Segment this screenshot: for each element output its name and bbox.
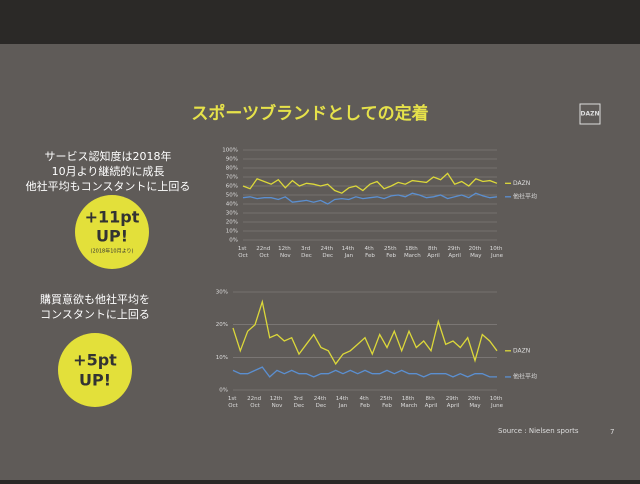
x-tick-label: 25th Feb <box>380 396 394 409</box>
x-tick-label: 1st Oct <box>238 246 249 259</box>
y-tick-label: 80% <box>226 166 238 172</box>
left-text: 他社平均もコンスタントに上回る <box>26 179 191 193</box>
badge <box>75 195 149 269</box>
series-line <box>242 172 498 194</box>
x-tick-label: 3rd Dec <box>301 246 312 259</box>
left-text: コンスタントに上回る <box>40 308 150 321</box>
left-text: 10月より継続的に成長 <box>52 164 165 178</box>
x-tick-label: 25th Feb <box>384 246 398 259</box>
left-text: サービス認知度は2018年 <box>45 149 172 163</box>
x-tick-label: 1st Oct <box>228 396 239 409</box>
logo-box <box>579 103 601 125</box>
x-tick-label: 12th Nov <box>278 246 292 259</box>
y-tick-label: 0% <box>229 238 238 244</box>
x-tick-label: 8th April <box>425 396 438 409</box>
slide-title: スポーツブランドとしての定着 <box>191 103 428 124</box>
x-tick-label: 18th March <box>401 396 418 409</box>
left-text: 購買意欲も他社平均を <box>40 292 150 306</box>
legend-label: DAZN <box>513 180 530 187</box>
y-tick-label: 20% <box>226 220 238 226</box>
badge-text: UP! <box>79 371 111 390</box>
legend-label: 他社平均 <box>513 192 537 200</box>
y-tick-label: 90% <box>226 157 238 163</box>
badge-text: +5pt <box>73 351 117 370</box>
x-tick-label: 8th April <box>427 246 440 259</box>
x-tick-label: 22nd Oct <box>256 246 272 259</box>
y-tick-label: 10% <box>226 229 238 235</box>
logo: DAZN <box>581 111 600 118</box>
y-tick-label: 0% <box>219 388 228 394</box>
x-tick-label: 14th Jan <box>336 396 350 409</box>
x-tick-label: 4th Feb <box>365 246 376 259</box>
x-tick-label: 12th Nov <box>270 396 284 409</box>
y-tick-label: 10% <box>216 355 228 361</box>
badge <box>58 333 132 407</box>
x-tick-label: 24th Dec <box>314 396 328 409</box>
y-tick-label: 30% <box>216 290 228 296</box>
x-tick-label: 14th Jan <box>342 246 356 259</box>
y-tick-label: 100% <box>222 148 238 154</box>
x-tick-label: 10th June <box>490 246 504 259</box>
series-line <box>232 299 498 366</box>
x-tick-label: 20th May <box>468 396 482 409</box>
badge-note: (2018年10月より) <box>91 248 134 255</box>
badge-text: +11pt <box>85 208 140 227</box>
y-tick-label: 30% <box>226 211 238 217</box>
x-tick-label: 4th Feb <box>360 396 371 409</box>
badge-text: UP! <box>96 227 128 246</box>
page-number: 7 <box>610 428 614 436</box>
x-tick-label: 22nd Oct <box>247 396 263 409</box>
x-tick-label: 24th Dec <box>320 246 334 259</box>
legend-label: DAZN <box>513 347 530 354</box>
y-tick-label: 40% <box>226 202 238 208</box>
x-tick-label: 29th April <box>446 396 460 409</box>
y-tick-label: 70% <box>226 175 238 181</box>
x-tick-label: 10th June <box>490 396 504 409</box>
x-tick-label: 29th April <box>447 246 461 259</box>
y-tick-label: 60% <box>226 184 238 190</box>
y-tick-label: 20% <box>216 322 228 328</box>
source: Source : Nielsen sports <box>498 427 579 435</box>
x-tick-label: 3rd Dec <box>294 396 305 409</box>
legend-label: 他社平均 <box>513 372 537 380</box>
x-tick-label: 20th May <box>469 246 483 259</box>
y-tick-label: 50% <box>226 193 238 199</box>
series-line <box>242 192 498 205</box>
series-line <box>232 366 497 378</box>
x-tick-label: 18th March <box>404 246 421 259</box>
